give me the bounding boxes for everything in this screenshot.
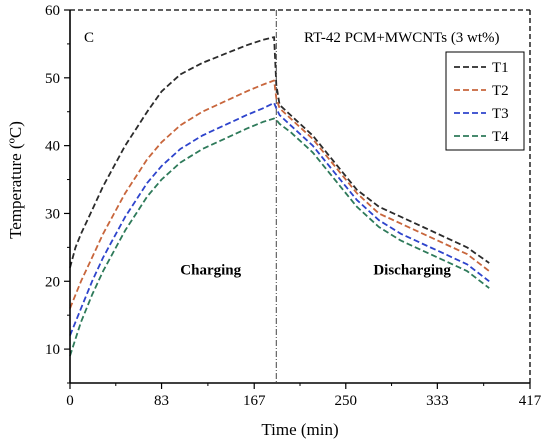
phase-label-discharging: Discharging bbox=[373, 262, 451, 278]
y-tick-label: 10 bbox=[45, 342, 60, 358]
series-line-t4 bbox=[69, 117, 490, 357]
panel-label: C bbox=[84, 30, 94, 46]
y-tick-label: 20 bbox=[45, 274, 60, 290]
legend-label-t1: T1 bbox=[492, 60, 509, 76]
x-tick-label: 0 bbox=[66, 393, 74, 409]
y-tick-label: 50 bbox=[45, 71, 60, 87]
x-tick-label: 417 bbox=[519, 393, 542, 409]
series-line-t2 bbox=[69, 79, 490, 309]
legend-label-t3: T3 bbox=[492, 106, 509, 122]
y-tick-label: 40 bbox=[45, 139, 60, 155]
series-layer bbox=[69, 36, 490, 357]
phase-label-charging: Charging bbox=[180, 262, 241, 278]
y-tick-label: 60 bbox=[45, 3, 60, 19]
x-tick-label: 250 bbox=[335, 393, 358, 409]
x-tick-label: 167 bbox=[243, 393, 266, 409]
legend-label-t2: T2 bbox=[492, 83, 509, 99]
x-tick-label: 333 bbox=[426, 393, 449, 409]
phase-labels: Charging Discharging bbox=[180, 262, 451, 278]
y-tick-label: 30 bbox=[45, 206, 60, 222]
x-axis-title: Time (min) bbox=[261, 420, 338, 439]
chart-title: RT-42 PCM+MWCNTs (3 wt%) bbox=[304, 30, 500, 46]
y-axis-title: Temperature (ºC) bbox=[6, 121, 25, 239]
legend: T1 T2 T3 T4 bbox=[445, 51, 525, 151]
series-line-t1 bbox=[69, 36, 490, 268]
legend-box bbox=[445, 51, 525, 151]
axes-layer: 0 83 167 250 333 417 10 20 30 40 50 60 bbox=[45, 3, 542, 409]
series-line-t3 bbox=[69, 102, 490, 336]
legend-label-t4: T4 bbox=[492, 129, 509, 145]
x-tick-label: 83 bbox=[154, 393, 169, 409]
